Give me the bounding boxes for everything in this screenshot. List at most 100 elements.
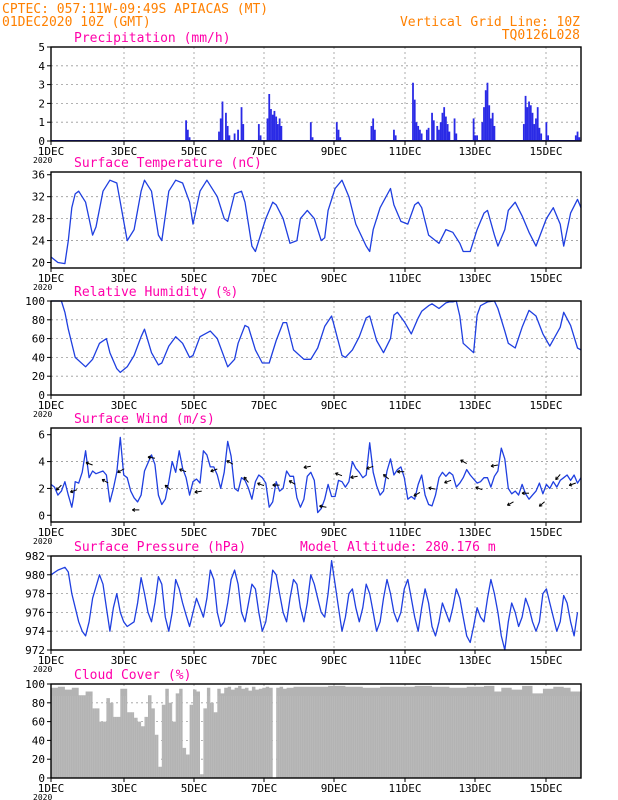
x-tick-label: 13DEC <box>458 782 491 795</box>
precip-bar <box>448 131 451 141</box>
x-tick-label: 3DEC <box>111 526 138 539</box>
y-tick-label: 978 <box>25 588 45 601</box>
header-model-id: TQ0126L028 <box>502 28 580 43</box>
wind-arrow <box>319 505 327 508</box>
wind-arrow-head <box>506 502 511 506</box>
precip-bar <box>547 135 549 141</box>
y-tick-label: 24 <box>32 235 46 248</box>
x-tick-label: 3DEC <box>111 654 138 667</box>
panels: 0 1 2 3 4 5 1DEC 3DEC 5DEC 7DEC 9DEC 11DEC 13DEC 15DE… <box>25 31 582 800</box>
precip-bar <box>276 124 279 141</box>
y-tick-label: 80 <box>32 314 45 327</box>
plot-frame <box>50 555 582 651</box>
x-tick-label: 5DEC <box>181 782 208 795</box>
panel-annotation-pressure: Model Altitude: 280.176 m <box>300 540 496 555</box>
panel-title-temp: Surface Temperature (nC) <box>74 156 262 171</box>
x-tick-label: 7DEC <box>251 272 278 285</box>
precip-bar <box>540 133 543 141</box>
precip-bar <box>268 94 271 141</box>
wind-arrow-head <box>490 463 494 468</box>
x-tick-label: 7DEC <box>251 145 278 158</box>
cloud-cover-area <box>51 685 581 778</box>
precip-bar <box>188 137 191 141</box>
wind-arrow-head <box>350 475 354 480</box>
header: CPTEC: 057:11W-09:49S APIACAS (MT) 01DEC… <box>2 2 580 43</box>
x-year-label: 2020 <box>33 793 52 800</box>
x-tick-label: 3DEC <box>111 399 138 412</box>
y-tick-label: 1 <box>38 116 45 129</box>
y-tick-label: 2 <box>38 482 45 495</box>
precip-bar <box>441 112 444 141</box>
precip-bar <box>535 118 537 141</box>
wind-arrows <box>55 455 576 512</box>
x-tick-label: 15DEC <box>529 145 562 158</box>
header-grid-info: Vertical Grid Line: 10Z <box>400 15 580 30</box>
x-tick-label: 3DEC <box>111 272 138 285</box>
y-tick-label: 20 <box>32 753 45 766</box>
wind-arrow <box>383 474 390 480</box>
wind-arrow-head <box>319 504 323 509</box>
x-tick-label: 1DEC <box>38 526 65 539</box>
y-tick-label: 5 <box>38 41 45 54</box>
y-tick-label: 972 <box>25 644 45 657</box>
panel-cloud: 0 20 40 60 80 100 1DEC 3DEC 5DEC 7DEC 9DEC 11DEC 13D… <box>25 668 582 800</box>
plot-frame <box>50 683 582 779</box>
y-tick-label: 20 <box>32 257 45 270</box>
precip-bar <box>536 107 539 141</box>
wind-arrow <box>303 465 311 468</box>
wind-arrow <box>413 491 421 497</box>
x-tick-label: 9DEC <box>321 526 348 539</box>
wind-arrow <box>56 484 62 491</box>
grid <box>51 47 581 141</box>
x-tick-label: 9DEC <box>321 399 348 412</box>
y-tick-label: 982 <box>25 550 45 563</box>
header-date: 01DEC2020 10Z (GMT) <box>2 15 151 30</box>
precip-bar <box>491 112 494 141</box>
wind-arrow-head <box>147 455 151 460</box>
precip-bar <box>431 112 433 141</box>
wind-arrow-head <box>194 489 198 494</box>
wind-arrow <box>226 460 234 465</box>
precip-bar <box>237 129 239 141</box>
precip-bar <box>393 129 395 141</box>
x-tick-label: 11DEC <box>388 782 421 795</box>
x-tick-label: 5DEC <box>181 145 208 158</box>
precip-bar <box>221 101 224 141</box>
y-tick-label: 4 <box>38 456 45 469</box>
y-tick-label: 976 <box>25 606 45 619</box>
wind-arrow-head <box>288 480 293 484</box>
precip-bar <box>271 114 274 141</box>
wind-arrow <box>194 490 202 493</box>
precip-bar <box>415 122 418 141</box>
x-year-label: 2020 <box>33 665 52 674</box>
precip-bar <box>370 125 373 141</box>
wind-arrow <box>117 468 124 473</box>
wind-arrow <box>475 486 483 491</box>
precip-bar <box>476 135 478 141</box>
wind-arrow-head <box>179 468 183 472</box>
y-tick-label: 980 <box>25 569 45 582</box>
precip-bar <box>417 125 420 141</box>
panel-temp: 20 24 28 32 36 1DEC 3DEC 5DEC 7DEC 9DEC 11DEC 13DEC… <box>32 156 582 292</box>
wind-arrow <box>257 482 265 487</box>
series-line-pressure <box>50 560 579 651</box>
x-tick-label: 1DEC <box>38 145 65 158</box>
x-tick-label: 9DEC <box>321 145 348 158</box>
x-tick-label: 1DEC <box>38 654 65 667</box>
precip-bar <box>275 116 278 141</box>
precip-bar <box>419 129 421 141</box>
precip-bar <box>484 90 487 141</box>
plot-frame <box>50 46 582 142</box>
wind-arrow <box>460 459 467 465</box>
precip-bar <box>576 131 579 141</box>
wind-arrow <box>147 456 155 459</box>
plot-frame <box>50 171 582 269</box>
precip-bar <box>488 105 491 141</box>
precip-bar <box>529 105 532 141</box>
x-year-label: 2020 <box>33 410 52 419</box>
y-tick-label: 40 <box>32 351 45 364</box>
precip-bar <box>483 107 485 141</box>
wind-arrow-head <box>303 465 307 470</box>
panel-title-pressure: Surface Pressure (hPa) <box>74 540 246 555</box>
x-tick-label: 9DEC <box>321 654 348 667</box>
